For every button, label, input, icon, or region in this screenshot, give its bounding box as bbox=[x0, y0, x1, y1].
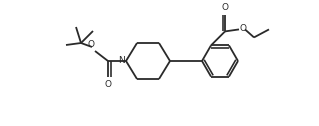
Text: O: O bbox=[240, 24, 247, 33]
Text: O: O bbox=[87, 40, 94, 49]
Text: O: O bbox=[221, 3, 228, 12]
Text: O: O bbox=[105, 80, 112, 89]
Text: N: N bbox=[118, 56, 125, 65]
